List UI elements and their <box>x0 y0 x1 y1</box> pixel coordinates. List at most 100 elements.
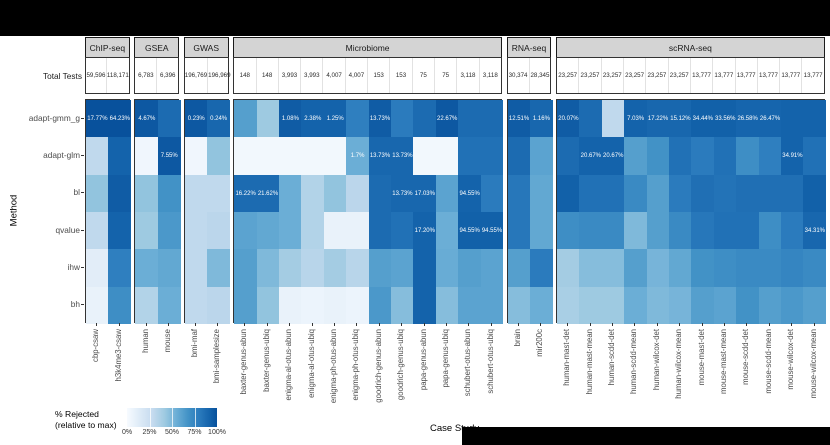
x-axis-tick <box>244 322 246 326</box>
x-axis-tick <box>813 322 815 326</box>
heatmap-cell <box>346 249 370 288</box>
heatmap-cell: 1.25% <box>323 100 347 138</box>
total-tests-value: 28,345 <box>528 58 551 93</box>
x-axis-label-goodrich-genus-abun: goodrich-genus-abun <box>373 329 383 403</box>
heatmap-cell: 34.91% <box>781 137 804 176</box>
total-tests-value: 4,007 <box>322 58 344 93</box>
heatmap-cell <box>157 249 181 288</box>
heatmap-cell <box>108 286 132 325</box>
x-axis-tick <box>96 322 98 326</box>
heatmap-cell <box>557 249 580 288</box>
heatmap-cell <box>207 286 231 325</box>
heatmap-cell: 1.16% <box>529 100 553 138</box>
heatmap-cell: 13.73% <box>390 137 414 176</box>
x-axis-tick <box>468 322 470 326</box>
legend-title-line1: % Rejected <box>55 409 99 419</box>
heatmap-cell <box>390 211 414 250</box>
heatmap-cell <box>86 211 109 250</box>
bottom-right-black-bar <box>462 427 830 445</box>
heatmap-cell <box>691 286 715 325</box>
heatmap-cell <box>669 286 692 325</box>
heatmap-panel-scRNA-seq: 20.07% 7.03% 17.22% 15.12% 34.44% 33.56% 26.58… <box>556 99 827 325</box>
heatmap-cell: 17.22% <box>646 100 670 138</box>
heatmap-cell: 1.7% <box>346 137 370 176</box>
heatmap-cell <box>624 286 648 325</box>
total-tests-value: 13,777 <box>779 58 801 93</box>
heatmap-cell <box>669 137 692 176</box>
heatmap-cell <box>579 100 603 138</box>
heatmap-cell <box>346 100 370 138</box>
total-tests-value: 23,257 <box>622 58 645 93</box>
heatmap-cell <box>184 174 208 213</box>
y-axis-tick <box>81 154 84 156</box>
heatmap-cell <box>601 286 625 325</box>
cell-value-label: 26.47% <box>759 115 781 122</box>
cell-value-label: 34.91% <box>782 153 803 160</box>
x-axis-label-papa-genus-abun: papa-genus-abun <box>418 329 428 391</box>
heatmap-cell: 7.03% <box>624 100 648 138</box>
x-axis-tick <box>656 322 658 326</box>
cell-value-label: 0.24% <box>210 115 228 122</box>
heatmap-cell <box>579 174 603 213</box>
heatmap-cell <box>758 286 782 325</box>
legend-tick-label: 25% <box>142 429 157 436</box>
heatmap-cell <box>157 286 181 325</box>
heatmap-cell <box>108 174 132 213</box>
cell-value-label: 17.03% <box>414 190 435 197</box>
legend-notch <box>172 408 173 427</box>
x-axis-tick <box>423 322 425 326</box>
heatmap-cell: 7.55% <box>157 137 181 176</box>
heatmap-cell <box>301 249 325 288</box>
x-axis-tick <box>634 322 636 326</box>
x-axis-tick <box>289 322 291 326</box>
heatmap-cell <box>803 286 827 325</box>
heatmap-cell <box>669 174 692 213</box>
heatmap-cell <box>691 137 715 176</box>
total-tests-value: 196,969 <box>207 58 231 93</box>
x-axis-label-papa-genus-ubiq: papa-genus-ubiq <box>441 329 450 388</box>
cell-value-label: 12.51% <box>508 115 530 122</box>
y-axis-label-qvalue: qvalue <box>55 224 80 235</box>
heatmap-cell <box>207 137 231 176</box>
facet-total-tests-RNA-seq: 30,374 28,345 <box>506 57 552 94</box>
color-legend: % Rejected (relative to max) 0% 25% 50% 75%… <box>55 404 285 444</box>
x-axis-label-mouse-mast-mean: mouse-mast-mean <box>719 329 728 394</box>
total-tests-value: 3,993 <box>277 58 300 93</box>
total-tests-value: 23,257 <box>645 58 667 93</box>
legend-tick-label: 100% <box>208 429 226 436</box>
heatmap-cell <box>184 137 208 176</box>
x-axis-tick <box>118 322 120 326</box>
cell-value-label: 13.73% <box>369 153 391 160</box>
cell-value-label: 22.67% <box>437 115 458 122</box>
legend-tick-label: 75% <box>187 429 202 436</box>
heatmap-cell <box>736 286 760 325</box>
cell-value-label: 94.55% <box>481 227 503 234</box>
heatmap-cell <box>157 174 181 213</box>
heatmap-cell: 15.12% <box>669 100 692 138</box>
heatmap-cell <box>646 137 670 176</box>
heatmap-cell <box>135 249 159 288</box>
x-axis-tick <box>378 322 380 326</box>
total-tests-value: 13,777 <box>689 58 712 93</box>
x-axis-tick <box>356 322 358 326</box>
cell-value-label: 2.38% <box>304 115 322 122</box>
heatmap-cell <box>86 249 109 288</box>
total-tests-value: 6,783 <box>138 72 154 79</box>
total-tests-value: 3,118 <box>456 58 478 93</box>
heatmap-panel-GWAS: 0.23% 0.24% <box>183 99 231 325</box>
x-axis-label-mouse-scdd-mean: mouse-scdd-mean <box>763 329 773 394</box>
heatmap-cell <box>256 249 280 288</box>
x-axis-tick <box>746 322 748 326</box>
x-axis-label-schubert-otus-abun: schubert-otus-abun <box>463 329 473 397</box>
cell-value-label: 94.55% <box>459 227 480 234</box>
heatmap-panel-RNA-seq: 12.51% 1.16% <box>506 99 553 325</box>
heatmap-cell <box>435 137 459 176</box>
heatmap-cell <box>323 286 347 325</box>
heatmap-cell <box>529 211 553 250</box>
heatmap-cell <box>803 174 827 213</box>
heatmap-cell: 17.03% <box>413 174 437 213</box>
heatmap-cell <box>529 174 553 213</box>
cell-value-label: 4.67% <box>138 115 156 122</box>
heatmap-cell <box>278 211 302 250</box>
heatmap-cell <box>413 249 437 288</box>
